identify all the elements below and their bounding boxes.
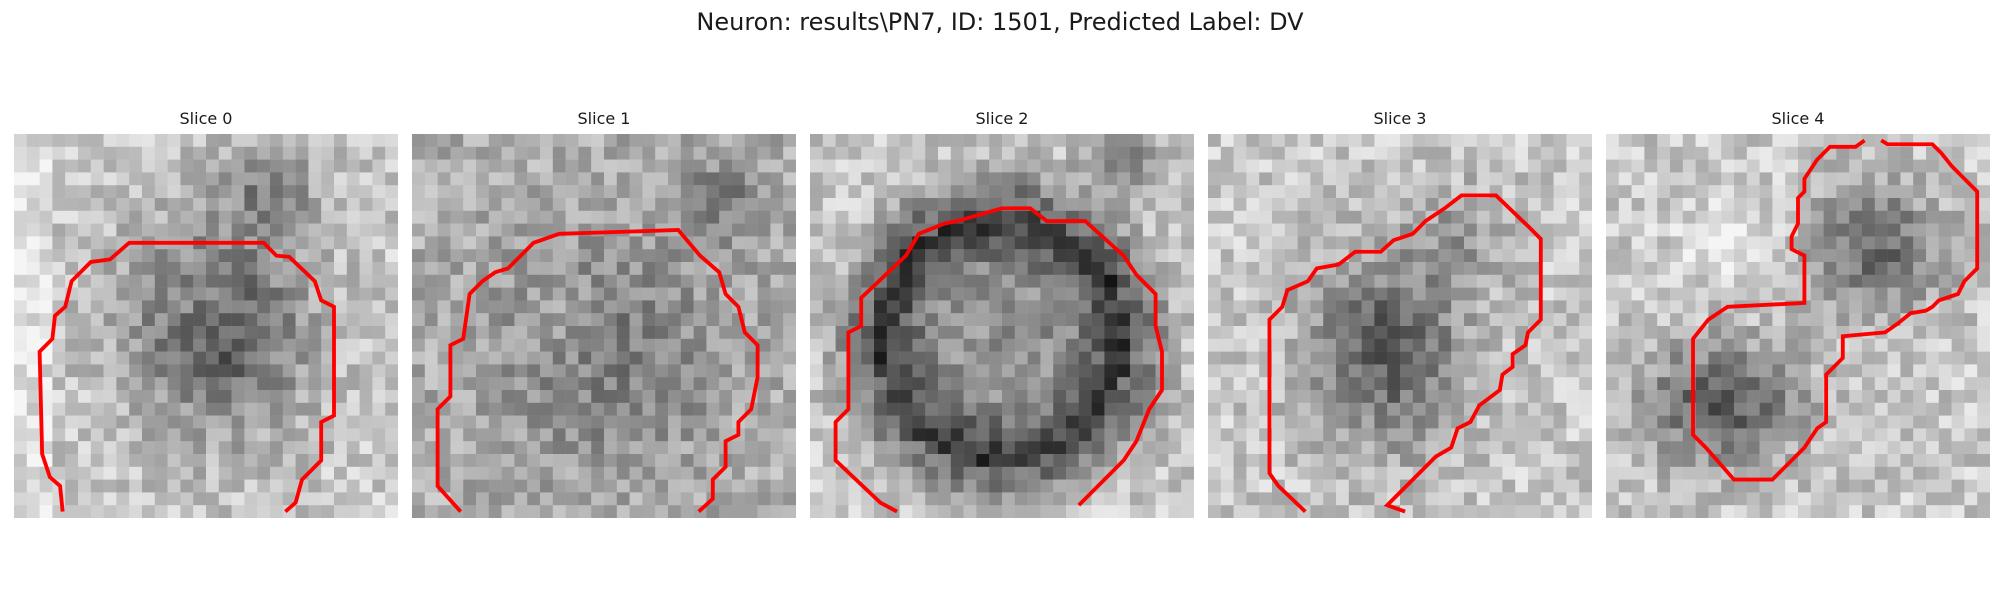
slice-title: Slice 3 [1373,109,1427,128]
slice-image [14,134,398,518]
slice-image [1208,134,1592,518]
slice-image [810,134,1194,518]
figure-title: Neuron: results\PN7, ID: 1501, Predicted… [696,8,1304,36]
slice-image [412,134,796,518]
slice-panel-1: Slice 1 [412,108,796,518]
slice-title: Slice 0 [179,109,233,128]
grayscale-pixel-grid [14,134,398,518]
slice-title: Slice 4 [1771,109,1825,128]
slice-panel-3: Slice 3 [1208,108,1592,518]
grayscale-pixel-grid [810,134,1194,518]
segmentation-contour [1267,193,1543,514]
segmentation-contour [833,206,1164,514]
slice-panel-2: Slice 2 [810,108,1194,518]
segmentation-contour [37,240,336,514]
slice-image [1606,134,1990,518]
slice-title: Slice 2 [975,109,1029,128]
segmentation-contour [1691,138,1980,482]
slice-panel-0: Slice 0 [14,108,398,518]
segmentation-contour [435,228,760,514]
grayscale-pixel-grid [412,134,796,518]
slice-title: Slice 1 [577,109,631,128]
grayscale-pixel-grid [1606,134,1990,518]
slice-panel-4: Slice 4 [1606,108,1990,518]
